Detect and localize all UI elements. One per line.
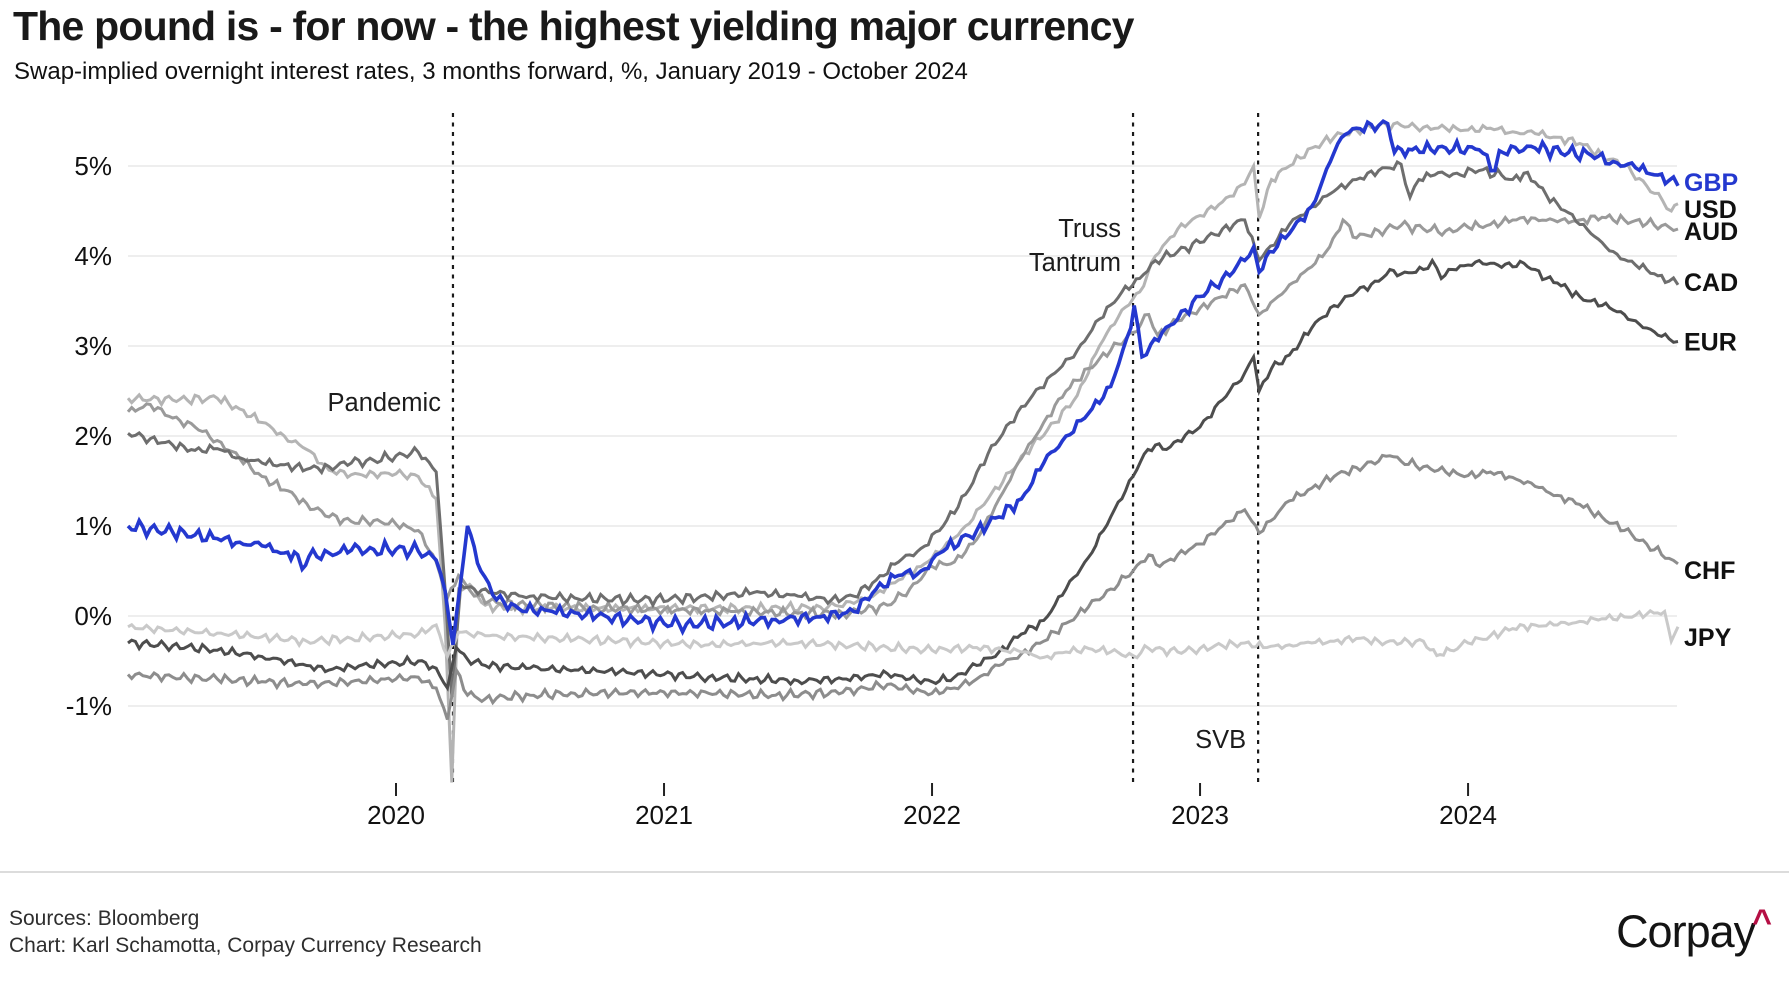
chart-credit-line: Chart: Karl Schamotta, Corpay Currency R…	[9, 934, 482, 957]
y-tick-label-3%: 3%	[74, 331, 112, 361]
series-label-EUR: EUR	[1684, 329, 1737, 357]
series-line-GBP	[126, 118, 1680, 646]
x-tick-label-2021: 2021	[635, 800, 693, 830]
series-label-CAD: CAD	[1684, 269, 1738, 297]
series-label-GBP: GBP	[1684, 169, 1738, 197]
y-tick-label-2%: 2%	[74, 421, 112, 451]
source-line: Sources: Bloomberg	[9, 907, 200, 930]
chart-title: The pound is - for now - the highest yie…	[13, 3, 1134, 49]
series-line-CHF	[126, 453, 1679, 720]
source-credits: Sources: Bloomberg Chart: Karl Schamotta…	[9, 905, 482, 959]
annotation-text-pandemic: Pandemic	[328, 389, 442, 417]
x-tick-label-2024: 2024	[1439, 800, 1497, 830]
footer-divider	[0, 871, 1789, 873]
series-label-CHF: CHF	[1684, 557, 1735, 585]
annotation-text-truss: Truss	[1058, 215, 1121, 243]
x-tick-label-2020: 2020	[367, 800, 425, 830]
annotation-text-tantrum: Tantrum	[1029, 249, 1121, 277]
series-label-USD: USD	[1684, 196, 1737, 224]
y-tick-label-4%: 4%	[74, 241, 112, 271]
corpay-caret-icon: ^	[1752, 903, 1772, 941]
series-line-EUR	[127, 257, 1679, 692]
series-line-CAD	[127, 159, 1680, 698]
series-label-AUD: AUD	[1684, 218, 1738, 246]
x-tick-label-2022: 2022	[903, 800, 961, 830]
annotation-text-svb: SVB	[1195, 726, 1246, 754]
series-line-AUD	[126, 212, 1679, 621]
corpay-logo: Corpay^	[1616, 903, 1775, 958]
y-tick-label-1%: 1%	[74, 511, 112, 541]
series-label-JPY: JPY	[1684, 624, 1732, 652]
chart-subtitle: Swap-implied overnight interest rates, 3…	[14, 58, 968, 85]
y-tick-label-0%: 0%	[74, 601, 112, 631]
x-tick-label-2023: 2023	[1171, 800, 1229, 830]
y-tick-label--1%: -1%	[66, 691, 112, 721]
series-line-JPY	[127, 608, 1680, 661]
y-tick-label-5%: 5%	[74, 151, 112, 181]
corpay-logo-text: Corpay	[1616, 906, 1756, 957]
series-line-USD	[126, 120, 1679, 783]
